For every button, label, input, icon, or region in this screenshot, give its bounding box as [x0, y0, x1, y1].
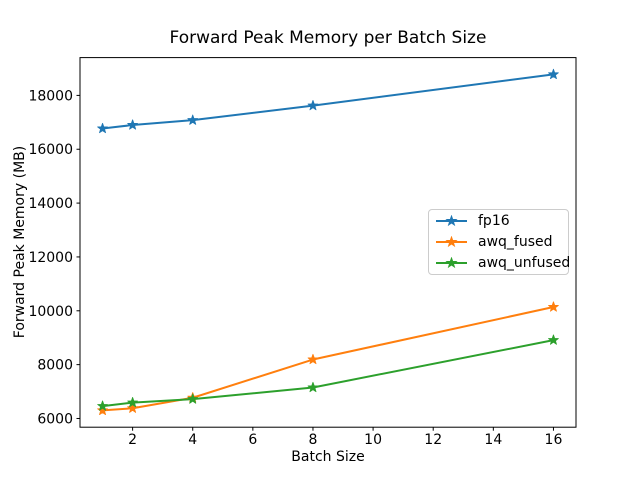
series-line-awq_fused: [102, 306, 554, 412]
axes-spines: [79, 57, 577, 428]
data-point-awq_fused: [307, 353, 319, 365]
data-point-awq_unfused: [307, 381, 319, 393]
legend-label: awq_fused: [478, 234, 553, 250]
data-point-awq_unfused: [97, 400, 108, 411]
x-tick-label: 8: [309, 432, 318, 448]
data-point-awq_unfused: [548, 334, 559, 345]
y-tick-label: 16000: [28, 142, 73, 158]
y-axis-label: Forward Peak Memory (MB): [12, 145, 28, 339]
x-axis-label: Batch Size: [291, 449, 365, 465]
legend-line-sample-icon: [436, 236, 467, 248]
x-tick-label: 2: [128, 432, 137, 448]
legend-star-marker-icon: [445, 256, 458, 268]
data-point-awq_fused: [97, 404, 108, 416]
legend-star-marker-icon: [445, 215, 458, 227]
data-point-awq_fused: [127, 402, 138, 413]
chart-title: Forward Peak Memory per Batch Size: [169, 28, 487, 48]
y-tick-label: 18000: [28, 88, 73, 104]
legend-label: fp16: [478, 213, 510, 230]
legend-label: awq_unfused: [478, 254, 571, 271]
legend-entry-awq-unfused: awq_unfused: [434, 252, 570, 273]
data-point-awq_unfused: [127, 396, 138, 408]
data-point-fp16: [97, 122, 108, 134]
legend: fp16 awq_fused awq_unfused: [428, 209, 570, 275]
y-tick-label: 14000: [28, 196, 73, 212]
legend-line-sample-icon: [436, 256, 467, 268]
legend-star-marker-icon: [445, 236, 458, 248]
x-tick-label: 10: [364, 432, 382, 448]
data-point-awq_fused: [548, 301, 559, 312]
series-line-awq_unfused: [102, 339, 554, 408]
legend-line-sample-icon: [436, 215, 467, 227]
x-tick-label: 6: [248, 432, 257, 448]
y-tick-label: 12000: [28, 250, 73, 266]
x-tick-label: 16: [545, 432, 563, 448]
x-tick-label: 4: [188, 432, 197, 448]
y-tick-label: 10000: [28, 304, 73, 320]
y-tick-label: 8000: [37, 358, 73, 374]
x-tick-label: 14: [484, 432, 502, 448]
x-tick-label: 12: [424, 432, 442, 448]
series-line-fp16: [102, 73, 554, 130]
data-point-awq_unfused: [187, 393, 199, 404]
data-point-fp16: [548, 68, 559, 80]
legend-entry-fp16: fp16: [434, 211, 562, 232]
y-tick-label: 6000: [37, 411, 73, 427]
data-point-fp16: [307, 100, 319, 111]
data-point-fp16: [187, 114, 199, 125]
legend-entry-awq-fused: awq_fused: [434, 232, 562, 253]
data-point-fp16: [127, 119, 138, 130]
